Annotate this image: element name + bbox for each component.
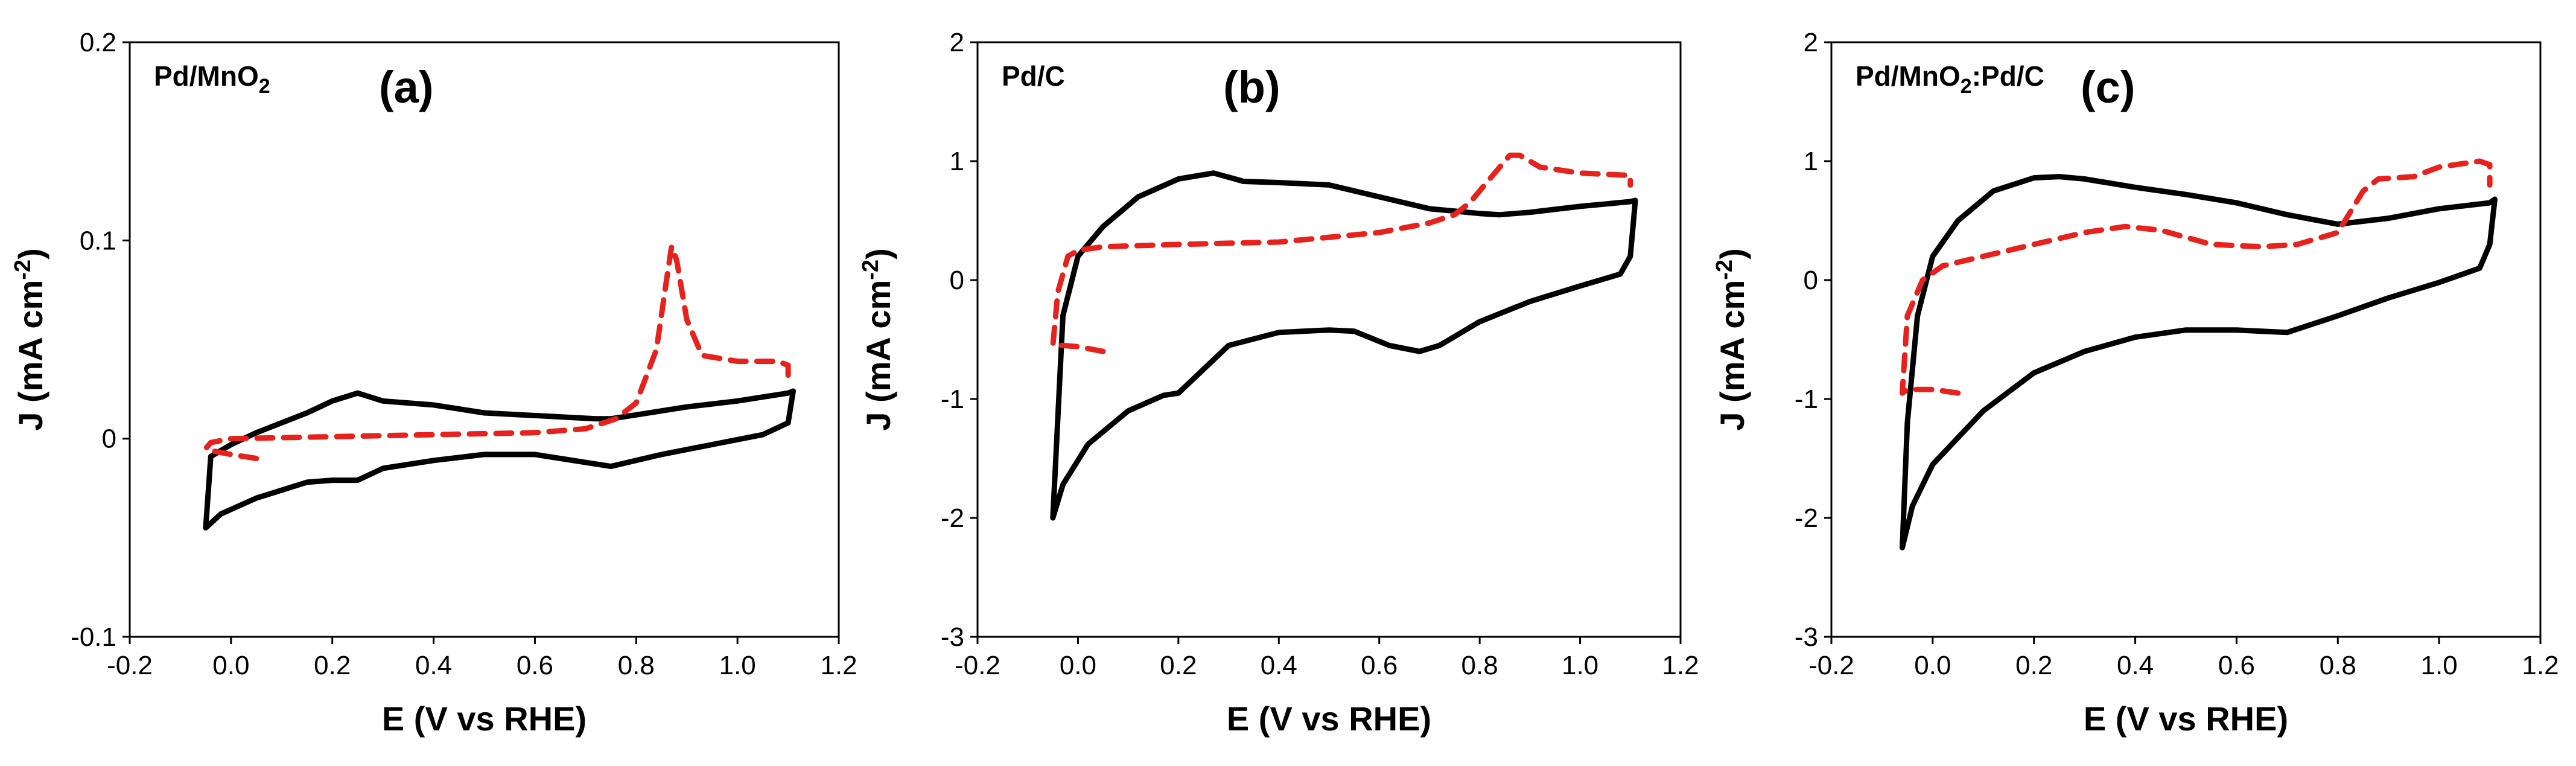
- y-axis-title-main: J (mA cm: [859, 280, 897, 431]
- x-tick-label: 0.4: [2117, 651, 2154, 680]
- y-tick-label: -1: [1795, 385, 1818, 414]
- solid-black-loop: [1900, 174, 2498, 551]
- y-tick-label: 0: [1804, 266, 1818, 295]
- x-tick-label: -0.2: [107, 651, 153, 680]
- x-tick-label: 0.0: [1914, 651, 1951, 680]
- sample-label: Pd/MnO2:Pd/C: [1856, 60, 2044, 98]
- x-tick-label: 0.2: [314, 651, 351, 680]
- x-tick-label: 1.0: [2421, 651, 2458, 680]
- x-axis-title: E (V vs RHE): [2084, 700, 2288, 738]
- sample-label-main: Pd/MnO: [154, 60, 259, 92]
- y-tick-label: 1: [950, 147, 964, 176]
- y-axis-title-rest: ): [1713, 248, 1751, 260]
- y-axis-title: J (mA cm-2): [858, 248, 897, 430]
- x-tick-label: 1.0: [719, 651, 756, 680]
- x-tick-label: -0.2: [955, 651, 1000, 680]
- y-axis-title-rest: ): [859, 248, 897, 260]
- y-tick-label: -1: [941, 385, 964, 414]
- y-tick-label: 0.1: [80, 226, 116, 255]
- y-axis-title-sup: -2: [858, 260, 883, 280]
- y-tick-label: 0: [102, 424, 116, 454]
- dashed-red-sweep: [203, 243, 791, 461]
- dashed-red-sweep: [1050, 152, 1633, 354]
- plot-frame: [976, 41, 1682, 638]
- x-axis-title: E (V vs RHE): [382, 700, 587, 738]
- sample-label-rest: :Pd/C: [1972, 60, 2044, 92]
- solid-black-loop: [203, 388, 796, 531]
- plot-frame: [1830, 41, 2542, 638]
- x-axis-title: E (V vs RHE): [1227, 700, 1431, 738]
- y-tick-label: 2: [1804, 28, 1818, 57]
- x-tick-label: 0.6: [1361, 651, 1398, 680]
- x-tick-label: 1.0: [1562, 651, 1598, 680]
- solid-black-loop: [1050, 170, 1638, 521]
- y-axis-title-main: J (mA cm: [1713, 280, 1751, 431]
- y-axis-title-rest: ): [11, 248, 49, 260]
- y-tick-label: -2: [941, 503, 964, 533]
- dashed-red-sweep: [1900, 158, 2493, 396]
- y-axis-title: J (mA cm-2): [1712, 248, 1751, 430]
- y-tick-label: -3: [941, 622, 964, 652]
- x-tick-label: 0.4: [415, 651, 452, 680]
- x-tick-label: 0.4: [1261, 651, 1297, 680]
- sample-label-main: Pd/C: [1002, 60, 1065, 92]
- y-tick-label: 0: [950, 266, 964, 295]
- sample-label-main: Pd/MnO: [1856, 60, 1961, 92]
- y-axis-title-sup: -2: [10, 260, 36, 280]
- y-axis-title-sup: -2: [1712, 260, 1737, 280]
- panel-c: -0.2 0.0 0.2 0.4 0.6 0.8 1.0 1.2 -3 -2 -1 0 1 2 E (V v…: [1712, 28, 2559, 738]
- x-tick-label: 0.8: [618, 651, 655, 680]
- sample-label: Pd/MnO2: [154, 60, 270, 98]
- sample-label-sub: 2: [259, 75, 270, 98]
- panel-letter: (c): [2081, 62, 2135, 112]
- y-axis-title: J (mA cm-2): [10, 248, 49, 430]
- y-tick-label: 0.2: [80, 28, 116, 57]
- y-tick-label: 2: [950, 28, 964, 57]
- x-tick-label: 1.2: [2522, 651, 2559, 680]
- panel-letter: (a): [379, 62, 433, 112]
- x-tick-label: 0.8: [1461, 651, 1498, 680]
- y-tick-label: -0.1: [71, 622, 116, 652]
- x-tick-label: 0.6: [2218, 651, 2255, 680]
- sample-label-sub: 2: [1961, 75, 1972, 98]
- x-tick-label: 0.6: [517, 651, 553, 680]
- panel-letter: (b): [1223, 62, 1280, 112]
- x-tick-label: 0.0: [1060, 651, 1096, 680]
- y-axis-title-main: J (mA cm: [11, 280, 49, 431]
- panel-a: -0.2 0.0 0.2 0.4 0.6 0.8 1.0 1.2 -0.1 0 0.1 0.2 E (V…: [10, 28, 857, 738]
- panel-b: -0.2 0.0 0.2 0.4 0.6 0.8 1.0 1.2 -3 -2 -1 0 1 2 E (V v…: [858, 28, 1699, 738]
- x-tick-label: 1.2: [1662, 651, 1699, 680]
- x-tick-label: 0.2: [1160, 651, 1197, 680]
- sample-label: Pd/C: [1002, 60, 1065, 92]
- x-tick-label: 1.2: [820, 651, 857, 680]
- x-tick-label: 0.0: [212, 651, 249, 680]
- plot-frame: [129, 41, 840, 638]
- y-tick-label: -3: [1795, 622, 1818, 652]
- x-tick-label: -0.2: [1808, 651, 1854, 680]
- x-tick-label: 0.2: [2015, 651, 2052, 680]
- x-tick-label: 0.8: [2320, 651, 2356, 680]
- y-tick-label: 1: [1804, 147, 1818, 176]
- y-tick-label: -2: [1795, 503, 1818, 533]
